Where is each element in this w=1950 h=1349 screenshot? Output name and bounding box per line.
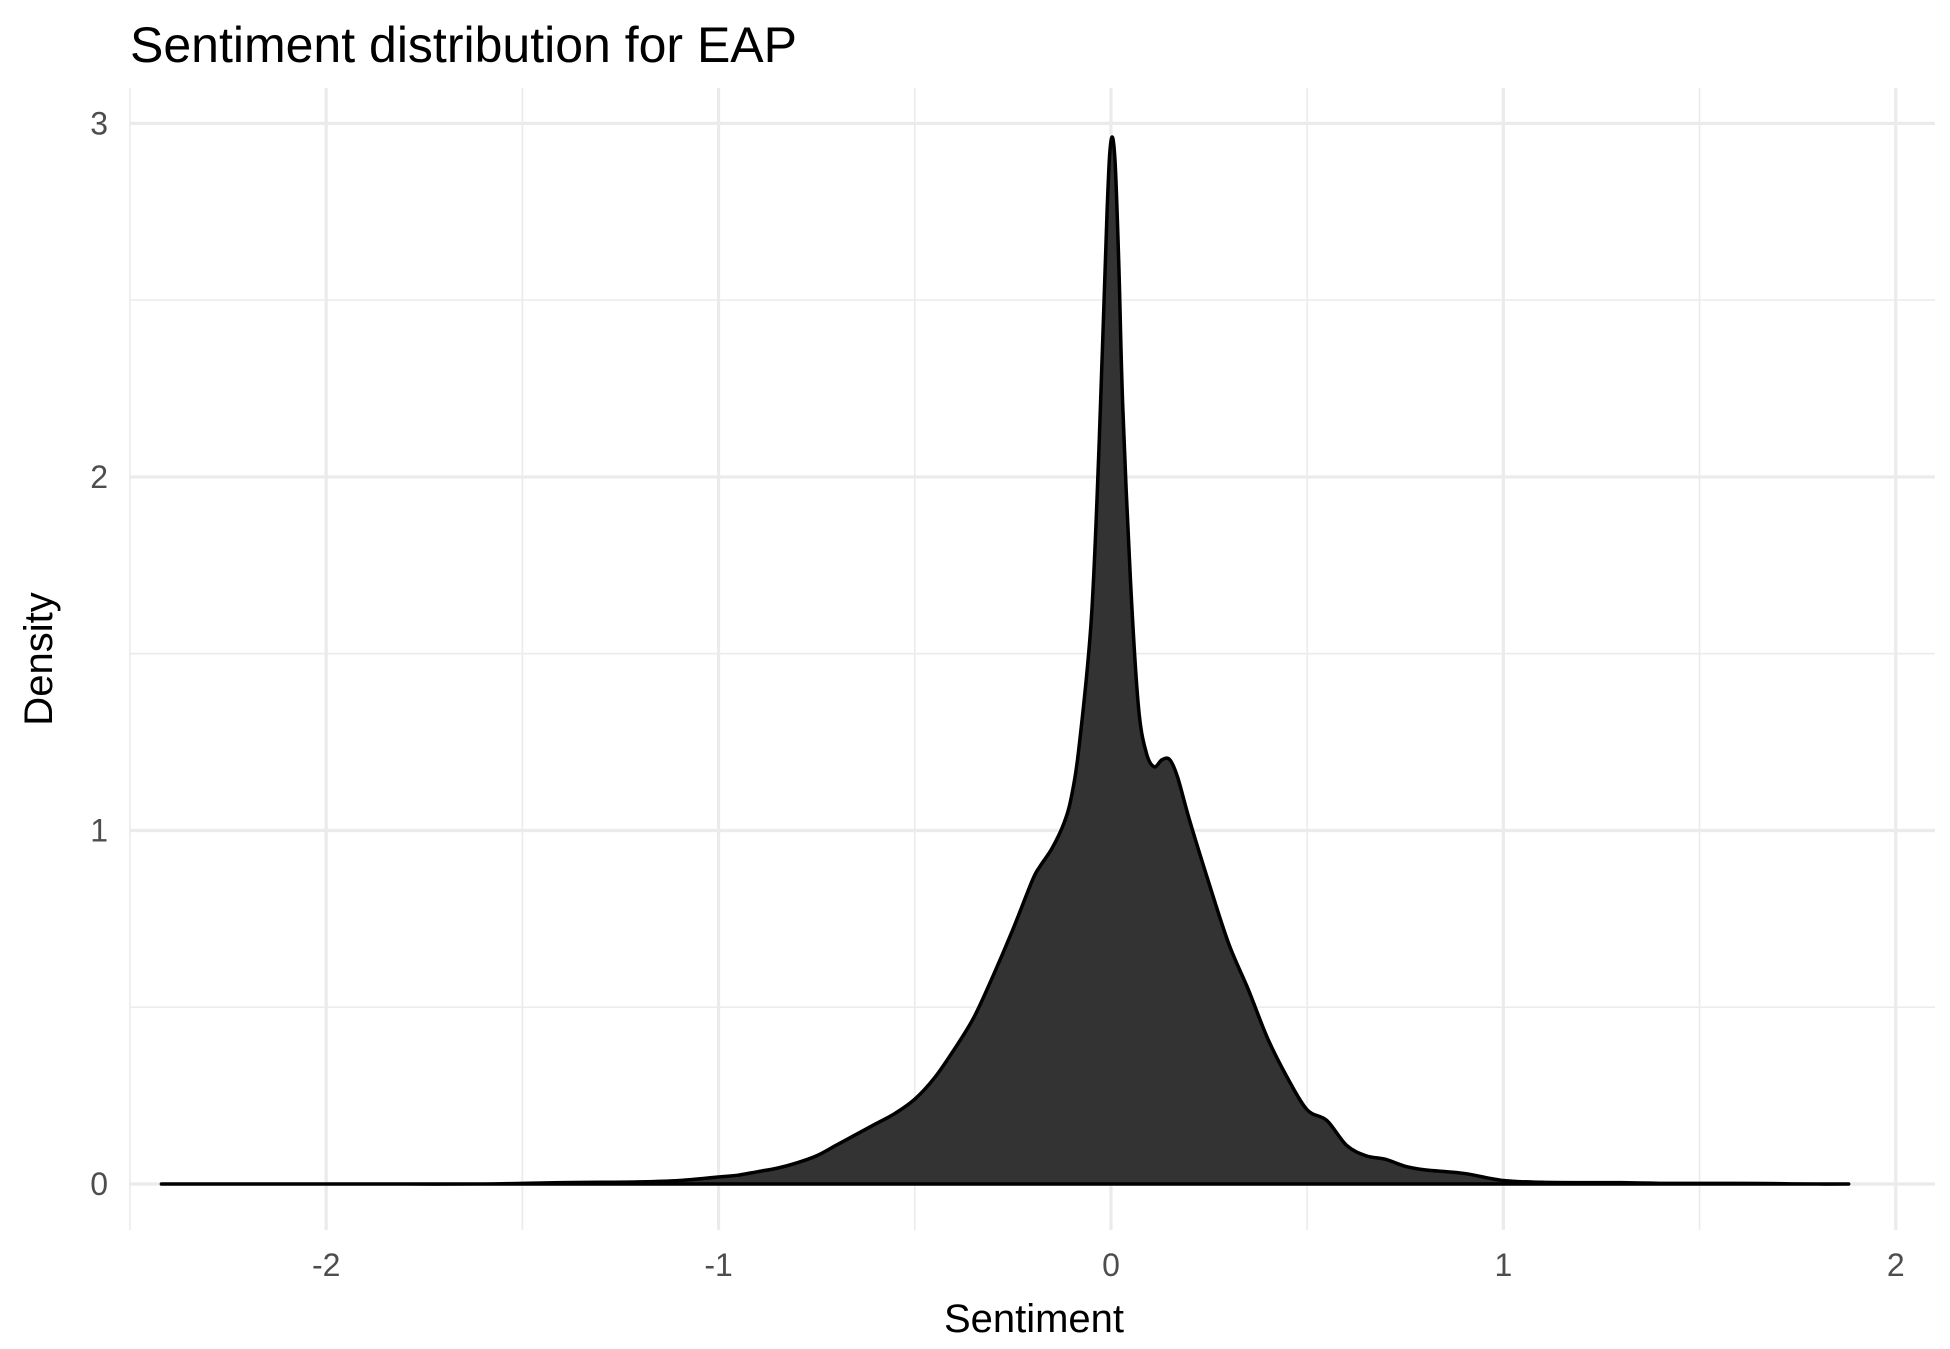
y-tick-label: 2 (90, 459, 108, 495)
x-axis-title: Sentiment (944, 1297, 1124, 1341)
y-axis-ticks: 0 1 2 3 (90, 105, 108, 1202)
x-tick-label: -2 (312, 1247, 340, 1283)
x-tick-label: 2 (1887, 1247, 1905, 1283)
density-plot-area (159, 135, 1851, 1186)
y-tick-label: 3 (90, 105, 108, 141)
chart-title: Sentiment distribution for EAP (130, 17, 797, 73)
y-tick-label: 0 (90, 1166, 108, 1202)
x-tick-label: 0 (1102, 1247, 1120, 1283)
x-tick-label: -1 (704, 1247, 732, 1283)
y-tick-label: 1 (90, 812, 108, 848)
x-tick-label: 1 (1494, 1247, 1512, 1283)
x-axis-ticks: -2 -1 0 1 2 (312, 1247, 1905, 1283)
y-axis-title: Density (17, 592, 61, 725)
density-area (159, 135, 1851, 1186)
